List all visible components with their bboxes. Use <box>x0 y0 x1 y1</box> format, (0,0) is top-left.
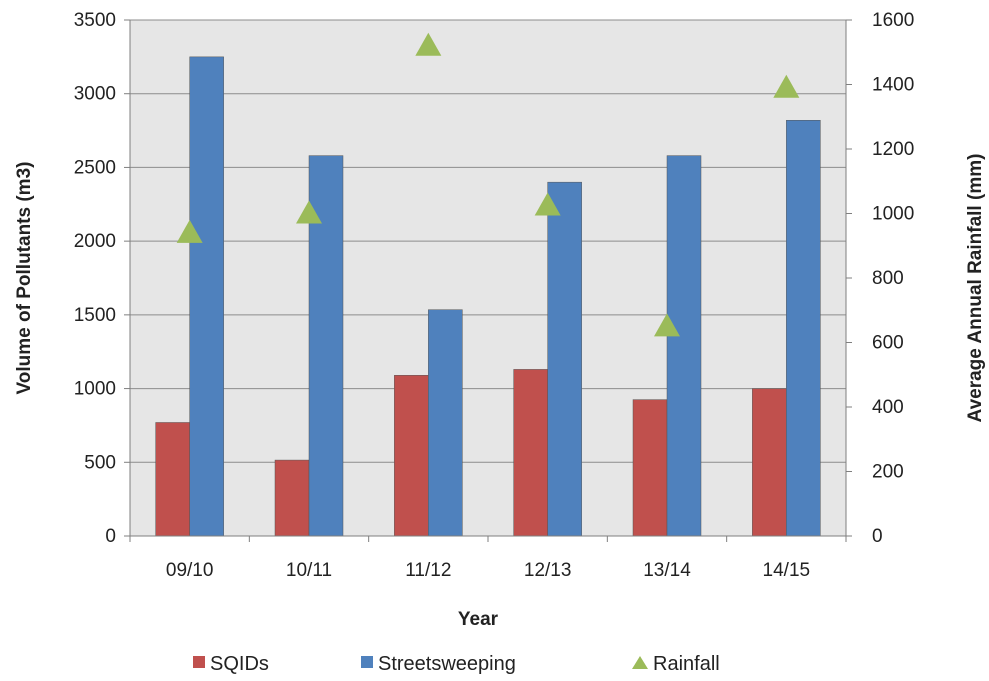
legend-label-streetsweeping: Streetsweeping <box>378 653 516 675</box>
bar-sqids-11-12 <box>394 375 429 537</box>
legend-label-sqids: SQIDs <box>210 653 269 675</box>
x-axis-title: Year <box>458 609 499 630</box>
gridlines <box>130 19 846 463</box>
rainfall-marker-09-10 <box>176 219 203 243</box>
rainfall-markers <box>176 32 800 337</box>
y2-tick-label: 600 <box>872 333 904 354</box>
bars <box>155 56 821 537</box>
y-tick-label: 1500 <box>74 305 116 326</box>
y2-tick-label: 200 <box>872 462 904 483</box>
rainfall-marker-14-15 <box>773 74 800 98</box>
bar-sqids-10-11 <box>274 459 310 537</box>
y-tick-label: 2000 <box>74 231 116 252</box>
y-tick-label: 3500 <box>74 10 116 31</box>
rainfall-marker-12-13 <box>534 192 561 216</box>
bar-streetsweeping-13-14 <box>666 155 702 537</box>
axes <box>124 19 852 542</box>
y-axis-title: Volume of Pollutants (m3) <box>14 162 35 395</box>
y2-tick-label: 1000 <box>872 204 914 225</box>
rainfall-marker-11-12 <box>415 32 442 56</box>
bar-streetsweeping-14-15 <box>786 120 821 537</box>
x-tick-label: 11/12 <box>405 560 451 581</box>
y-tick-label: 3000 <box>74 84 116 105</box>
y2-axis-title: Average Annual Rainfall (mm) <box>965 154 986 423</box>
rainfall-marker-10-11 <box>296 200 322 224</box>
bar-sqids-14-15 <box>752 388 787 537</box>
x-tick-label: 14/15 <box>763 560 811 581</box>
rainfall-marker-13-14 <box>654 313 680 337</box>
bar-streetsweeping-09-10 <box>189 56 224 537</box>
y-tick-label: 2500 <box>74 157 116 178</box>
x-tick-label: 10/11 <box>286 560 332 581</box>
bar-streetsweeping-11-12 <box>428 309 463 537</box>
legend-swatch-sqids <box>193 656 205 668</box>
legend: SQIDs Streetsweeping Rainfall <box>193 653 720 675</box>
legend-swatch-streetsweeping <box>361 656 373 668</box>
x-tick-label: 12/13 <box>524 560 572 581</box>
bar-sqids-09-10 <box>155 422 190 537</box>
bar-sqids-12-13 <box>513 369 548 537</box>
plot-area <box>130 20 846 536</box>
y2-tick-label: 1200 <box>872 139 914 160</box>
tick-labels: 0 500 1000 1500 2000 2500 3000 3500 0 200 400 600 80… <box>74 10 915 581</box>
y2-tick-label: 0 <box>872 526 883 547</box>
y2-tick-label: 1400 <box>872 75 914 96</box>
y2-tick-label: 400 <box>872 397 904 418</box>
legend-label-rainfall: Rainfall <box>653 653 720 675</box>
y2-tick-label: 800 <box>872 268 904 289</box>
bar-sqids-13-14 <box>632 399 668 537</box>
y2-tick-label: 1600 <box>872 10 914 31</box>
y-tick-label: 0 <box>105 526 116 547</box>
y-tick-label: 500 <box>84 452 116 473</box>
legend-marker-rainfall <box>632 656 648 669</box>
y-tick-label: 1000 <box>74 379 116 400</box>
x-tick-label: 13/14 <box>643 560 691 581</box>
bar-streetsweeping-12-13 <box>547 181 582 537</box>
x-tick-label: 09/10 <box>166 560 214 581</box>
